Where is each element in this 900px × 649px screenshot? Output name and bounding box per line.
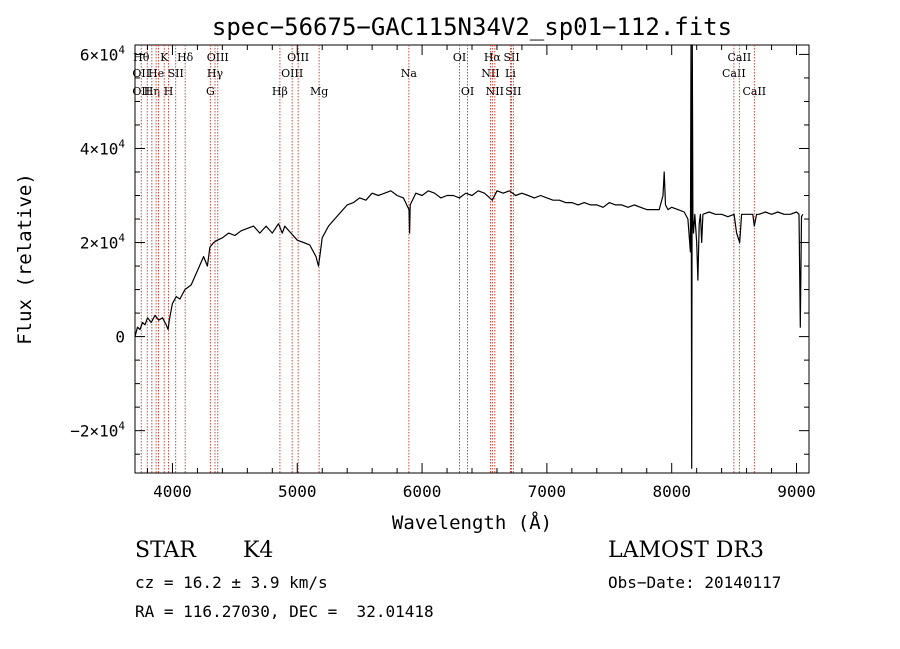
y-tick-label: 2×104	[80, 232, 126, 253]
y-tick-mantissa: 4×10	[80, 139, 119, 158]
y-tick-exponent: 4	[118, 232, 125, 245]
line-label: Hη	[144, 85, 160, 98]
line-label: Hα	[484, 51, 502, 64]
y-tick-mantissa: −2×10	[70, 422, 118, 441]
line-label: G	[206, 85, 215, 98]
y-tick-label: 4×104	[80, 137, 126, 158]
chart-title: spec−56675−GAC115N34V2_sp01−112.fits	[212, 13, 732, 41]
line-label: OIII	[287, 51, 309, 64]
survey-name: LAMOST DR3	[608, 538, 764, 563]
y-tick-label: 6×104	[80, 43, 126, 64]
y-tick-mantissa: 2×10	[80, 234, 119, 253]
line-label: K	[160, 51, 169, 64]
y-tick-mantissa: 6×10	[80, 45, 119, 64]
spectrum-line	[134, 44, 804, 469]
line-label: Na	[401, 67, 418, 80]
line-label: Hδ	[177, 51, 194, 64]
x-axis-label: Wavelength (Å)	[392, 511, 552, 534]
line-label: OI	[461, 85, 474, 98]
spectral-subclass: K4	[243, 538, 274, 563]
obs-date: Obs−Date: 20140117	[608, 573, 782, 592]
y-tick-exponent: 4	[118, 420, 125, 433]
x-tick-label: 5000	[278, 482, 317, 501]
line-label: CaII	[722, 67, 746, 80]
line-label: SII	[505, 85, 521, 98]
y-tick-label: −2×104	[70, 420, 125, 441]
x-tick-label: 6000	[403, 482, 442, 501]
spectrum-series	[134, 44, 804, 469]
line-label: CaII	[742, 85, 766, 98]
spectral-line-markers: HθOIIOIIHηHeKHSIIHδGHγOIIIHβOIIIOIIIMgNa…	[132, 45, 766, 473]
line-label: CaII	[728, 51, 752, 64]
line-label: Mg	[310, 85, 328, 98]
x-tick-label: 9000	[777, 482, 816, 501]
line-label: OII	[132, 85, 150, 98]
line-label: Li	[505, 67, 516, 80]
line-label: He	[148, 67, 164, 80]
line-label: H	[164, 85, 174, 98]
y-tick-exponent: 4	[118, 43, 125, 56]
line-label: NII	[486, 85, 504, 98]
line-label: OI	[453, 51, 466, 64]
line-label: NII	[481, 67, 499, 80]
line-label: OIII	[207, 51, 229, 64]
line-label: SII	[503, 51, 519, 64]
x-tick-label: 8000	[652, 482, 691, 501]
y-tick-label: 0	[115, 328, 125, 347]
line-label: Hγ	[207, 67, 224, 80]
redshift-cz: cz = 16.2 ± 3.9 km/s	[135, 573, 328, 592]
line-label: SII	[168, 67, 184, 80]
coordinates: RA = 116.27030, DEC = 32.01418	[135, 602, 434, 621]
y-tick-exponent: 4	[118, 137, 125, 150]
line-label: OIII	[281, 67, 303, 80]
plot-frame	[134, 44, 810, 474]
object-class: STAR	[135, 538, 196, 563]
y-axis-label: Flux (relative)	[14, 173, 36, 345]
x-tick-label: 4000	[153, 482, 192, 501]
line-label: OII	[132, 67, 150, 80]
line-label: Hβ	[272, 85, 288, 98]
axes: 4000 5000 6000 7000 8000 9000−2×10402×1044×10…	[70, 43, 816, 501]
x-tick-label: 7000	[528, 482, 567, 501]
y-tick-mantissa: 0	[115, 328, 125, 347]
